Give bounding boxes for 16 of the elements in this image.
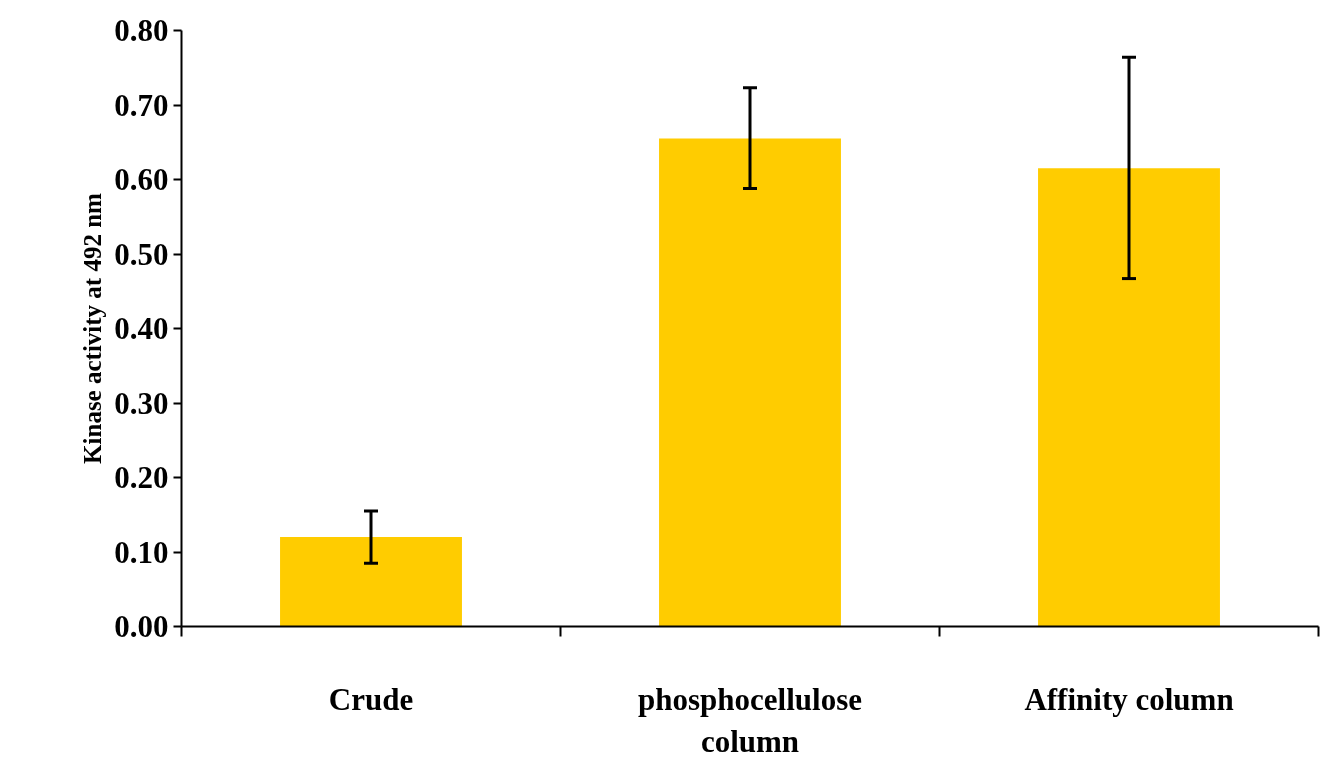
x-tick-label: Affinity column xyxy=(1024,681,1234,717)
y-tick-label: 0.60 xyxy=(114,162,169,197)
y-tick-label: 0.10 xyxy=(114,534,169,570)
y-tick-label: 0.30 xyxy=(114,385,169,421)
y-axis-title: Kinase activity at 492 nm xyxy=(79,192,107,464)
y-tick-label: 0.50 xyxy=(114,236,169,272)
y-tick-label: 0.80 xyxy=(114,13,169,48)
y-tick-label: 0.40 xyxy=(114,311,169,346)
x-tick-label: phosphocellulose column xyxy=(638,681,862,759)
y-tick-label: 0.70 xyxy=(114,87,169,123)
x-tick-label: Crude xyxy=(328,681,414,717)
bar xyxy=(280,537,462,627)
bar xyxy=(1038,168,1220,627)
y-tick-label: 0.00 xyxy=(114,609,169,644)
y-tick-label: 0.20 xyxy=(114,460,169,495)
bar xyxy=(659,138,841,627)
